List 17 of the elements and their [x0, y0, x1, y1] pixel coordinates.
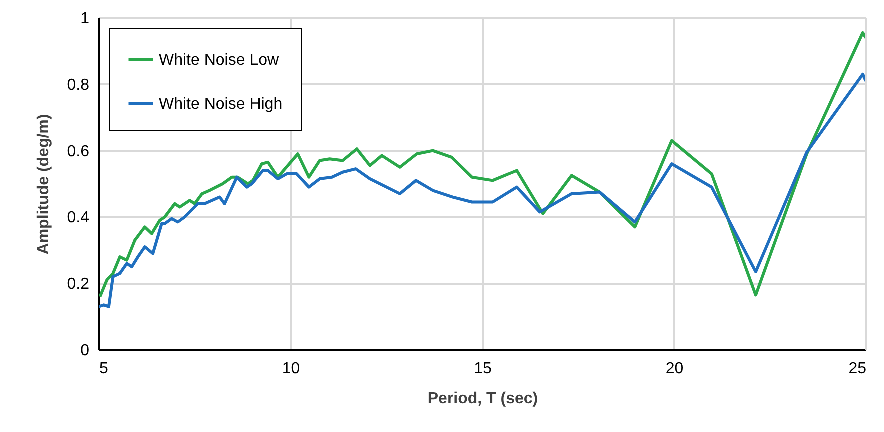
- y-axis-title: Amplitude (deg/m): [35, 114, 52, 255]
- y-tick-label: 0.6: [67, 143, 90, 160]
- x-tick-label: 15: [474, 360, 492, 378]
- y-tick-label: 1: [80, 10, 90, 28]
- legend-label: White Noise Low: [159, 52, 280, 69]
- x-tick-label: 20: [666, 360, 684, 378]
- line-series: [99, 31, 866, 298]
- y-tick-label: 0.2: [67, 276, 90, 294]
- legend-label: White Noise High: [159, 96, 283, 113]
- y-tick-label: 0: [80, 342, 90, 360]
- line-series: [99, 72, 866, 308]
- x-axis-title: Period, T (sec): [428, 390, 538, 408]
- y-tick-label: 0.4: [67, 210, 90, 227]
- y-tick-label: 0.8: [67, 76, 90, 94]
- x-tick-label: 5: [100, 360, 108, 378]
- x-tick-label: 10: [282, 360, 300, 378]
- x-tick-label: 25: [848, 360, 867, 378]
